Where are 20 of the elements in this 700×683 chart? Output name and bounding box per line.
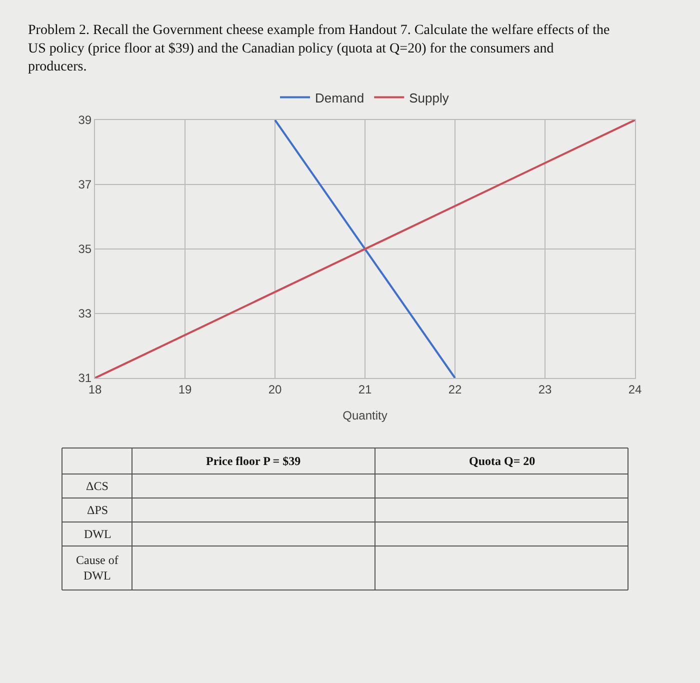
- x-tick-label: 20: [268, 382, 282, 396]
- x-tick-label: 21: [358, 382, 372, 396]
- x-tick-label: 19: [178, 382, 192, 396]
- y-tick-label: 33: [78, 306, 92, 321]
- text: Quota Q= 20: [469, 454, 536, 468]
- x-tick-label: 23: [538, 382, 552, 396]
- legend-label: Demand: [315, 90, 364, 106]
- x-axis-title: Quantity: [342, 408, 388, 422]
- text: Cause of DWL: [76, 553, 118, 583]
- text: DWL: [84, 527, 112, 541]
- text: ΔCS: [86, 479, 108, 493]
- y-tick-label: 35: [78, 242, 92, 256]
- legend-label: Supply: [409, 90, 450, 106]
- x-tick-label: 22: [448, 382, 462, 396]
- y-tick-label: 37: [78, 178, 92, 192]
- text: Price floor P = $39: [206, 454, 301, 468]
- y-tick-label: 39: [78, 113, 92, 128]
- x-tick-label: 24: [628, 382, 642, 396]
- chart-title: Problem 2. Recall the Government cheese example from Handout 7. Calculate the welfare effects of the US policy (price floor at $39) and the Canadian policy (quota at Q=20) for the consumers and producers.: [28, 23, 610, 75]
- text: ΔPS: [87, 503, 108, 517]
